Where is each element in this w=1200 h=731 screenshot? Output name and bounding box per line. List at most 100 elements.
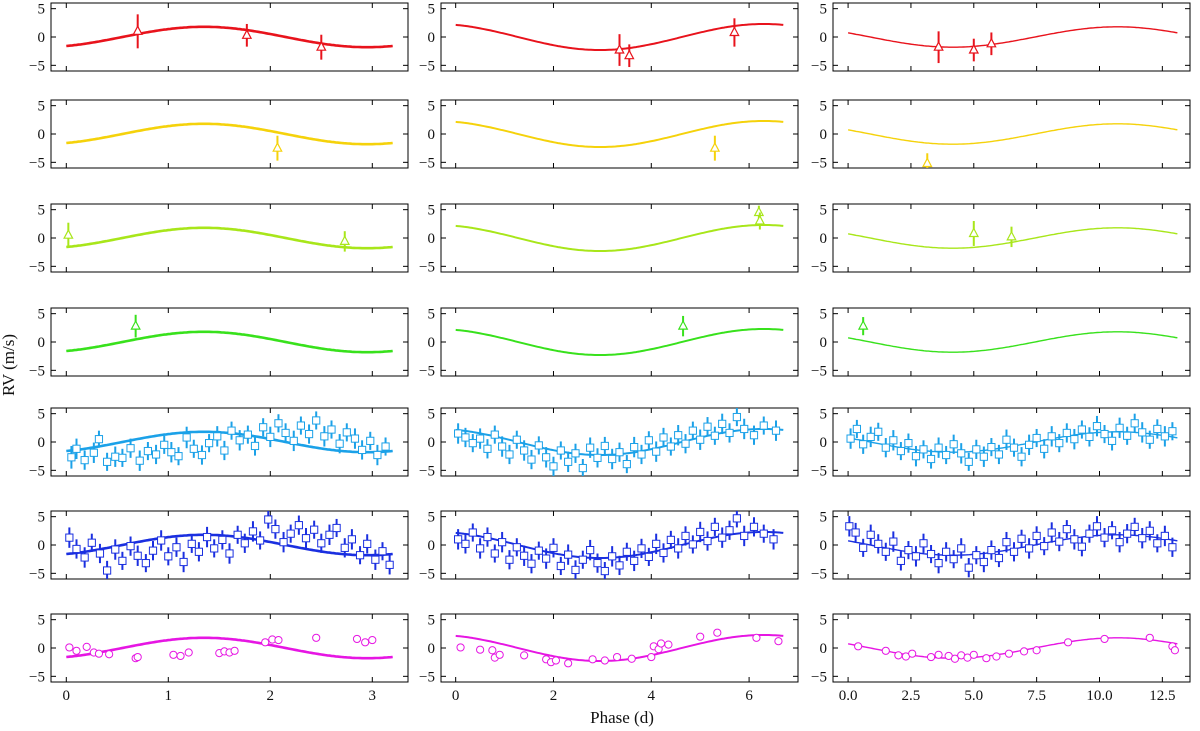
data-point bbox=[461, 433, 470, 442]
data-point bbox=[225, 549, 234, 558]
panel-frame bbox=[832, 2, 1191, 72]
data-point bbox=[381, 442, 390, 451]
data-point bbox=[194, 547, 204, 556]
data-point bbox=[982, 654, 991, 663]
data-point bbox=[987, 443, 996, 452]
x-tick-label: 2 bbox=[550, 688, 558, 704]
data-point bbox=[95, 549, 105, 558]
data-point bbox=[1130, 419, 1139, 428]
data-point bbox=[769, 535, 778, 544]
data-point bbox=[368, 635, 377, 645]
data-point bbox=[754, 214, 766, 225]
data-point bbox=[256, 536, 265, 545]
data-point bbox=[151, 450, 161, 459]
data-point bbox=[1085, 529, 1094, 538]
data-point bbox=[241, 29, 253, 39]
data-point bbox=[218, 535, 227, 544]
data-point bbox=[72, 544, 81, 554]
data-point bbox=[133, 652, 142, 662]
data-point bbox=[637, 544, 646, 553]
data-point bbox=[1168, 427, 1177, 436]
data-point bbox=[1168, 543, 1177, 552]
panel-frame bbox=[50, 203, 409, 273]
data-point bbox=[1170, 646, 1180, 655]
data-point bbox=[957, 449, 966, 458]
data-point bbox=[681, 531, 690, 541]
data-point bbox=[135, 456, 144, 465]
data-point bbox=[103, 457, 112, 466]
data-point bbox=[593, 453, 602, 462]
y-axis-title: RV (m/s) bbox=[0, 334, 18, 396]
data-point bbox=[972, 445, 981, 454]
panel-plot-area bbox=[455, 205, 784, 252]
data-point bbox=[1160, 432, 1169, 441]
data-point bbox=[674, 544, 683, 553]
panel-green-col-3: −5 0 5 bbox=[811, 307, 1191, 379]
data-point bbox=[845, 522, 854, 531]
data-point bbox=[274, 419, 283, 428]
data-point bbox=[456, 643, 465, 652]
panel-light-blue-col-1: −5 0 5 bbox=[29, 407, 409, 479]
data-point bbox=[312, 416, 321, 425]
data-point bbox=[624, 49, 635, 60]
data-point bbox=[1002, 538, 1011, 547]
y-tick-label: 5 bbox=[38, 99, 46, 115]
data-point bbox=[534, 546, 543, 555]
y-tick-label: 5 bbox=[428, 613, 436, 629]
model-curve bbox=[455, 120, 784, 148]
panel-yellow-col-2: −5 0 5 bbox=[419, 99, 799, 171]
data-point bbox=[1092, 522, 1102, 531]
y-tick-label: 5 bbox=[820, 407, 828, 423]
data-point bbox=[968, 43, 980, 54]
data-point bbox=[1153, 539, 1162, 548]
data-point bbox=[1019, 647, 1029, 656]
panel-light-blue-col-2: −5 0 5 bbox=[419, 407, 799, 479]
model-curve bbox=[455, 328, 784, 356]
model-curve bbox=[847, 26, 1178, 48]
data-point bbox=[556, 446, 565, 455]
data-point bbox=[1055, 537, 1064, 546]
data-point bbox=[174, 452, 183, 461]
data-point bbox=[103, 566, 112, 575]
panel-magenta-col-1: −5 0 5 0 1 2 3 bbox=[29, 613, 409, 704]
data-point bbox=[94, 435, 104, 444]
data-point bbox=[189, 444, 198, 453]
data-point bbox=[972, 551, 981, 560]
panel-blue-col-2: −5 0 5 bbox=[419, 510, 799, 582]
data-point bbox=[534, 441, 543, 450]
data-point bbox=[549, 462, 558, 471]
data-point bbox=[317, 539, 326, 548]
data-point bbox=[979, 557, 988, 567]
y-tick-label: 0 bbox=[820, 538, 828, 554]
data-point bbox=[94, 649, 104, 658]
data-point bbox=[571, 449, 580, 458]
y-tick-label: 5 bbox=[820, 203, 828, 219]
data-point bbox=[130, 319, 141, 330]
panel-plot-area bbox=[454, 511, 784, 579]
data-point bbox=[874, 427, 883, 436]
y-tick-label: 0 bbox=[428, 538, 436, 554]
data-point bbox=[63, 228, 74, 239]
data-point bbox=[169, 650, 178, 659]
data-point bbox=[1115, 538, 1124, 547]
data-point bbox=[908, 649, 917, 658]
y-tick-label: 5 bbox=[820, 307, 828, 323]
data-point bbox=[904, 546, 913, 555]
data-point bbox=[520, 551, 529, 560]
data-point bbox=[468, 528, 477, 537]
data-point bbox=[894, 651, 903, 660]
data-point bbox=[164, 552, 173, 561]
panel-frame bbox=[50, 2, 409, 72]
data-point bbox=[904, 439, 913, 448]
data-point bbox=[771, 426, 781, 435]
panel-frame bbox=[440, 307, 799, 377]
model-curve bbox=[847, 331, 1178, 353]
data-point bbox=[105, 650, 114, 659]
data-point bbox=[1077, 542, 1086, 551]
model-curve bbox=[66, 226, 393, 250]
y-tick-label: −5 bbox=[811, 58, 827, 74]
data-point bbox=[994, 450, 1004, 459]
data-point bbox=[1040, 444, 1049, 453]
y-tick-label: −5 bbox=[419, 259, 435, 275]
